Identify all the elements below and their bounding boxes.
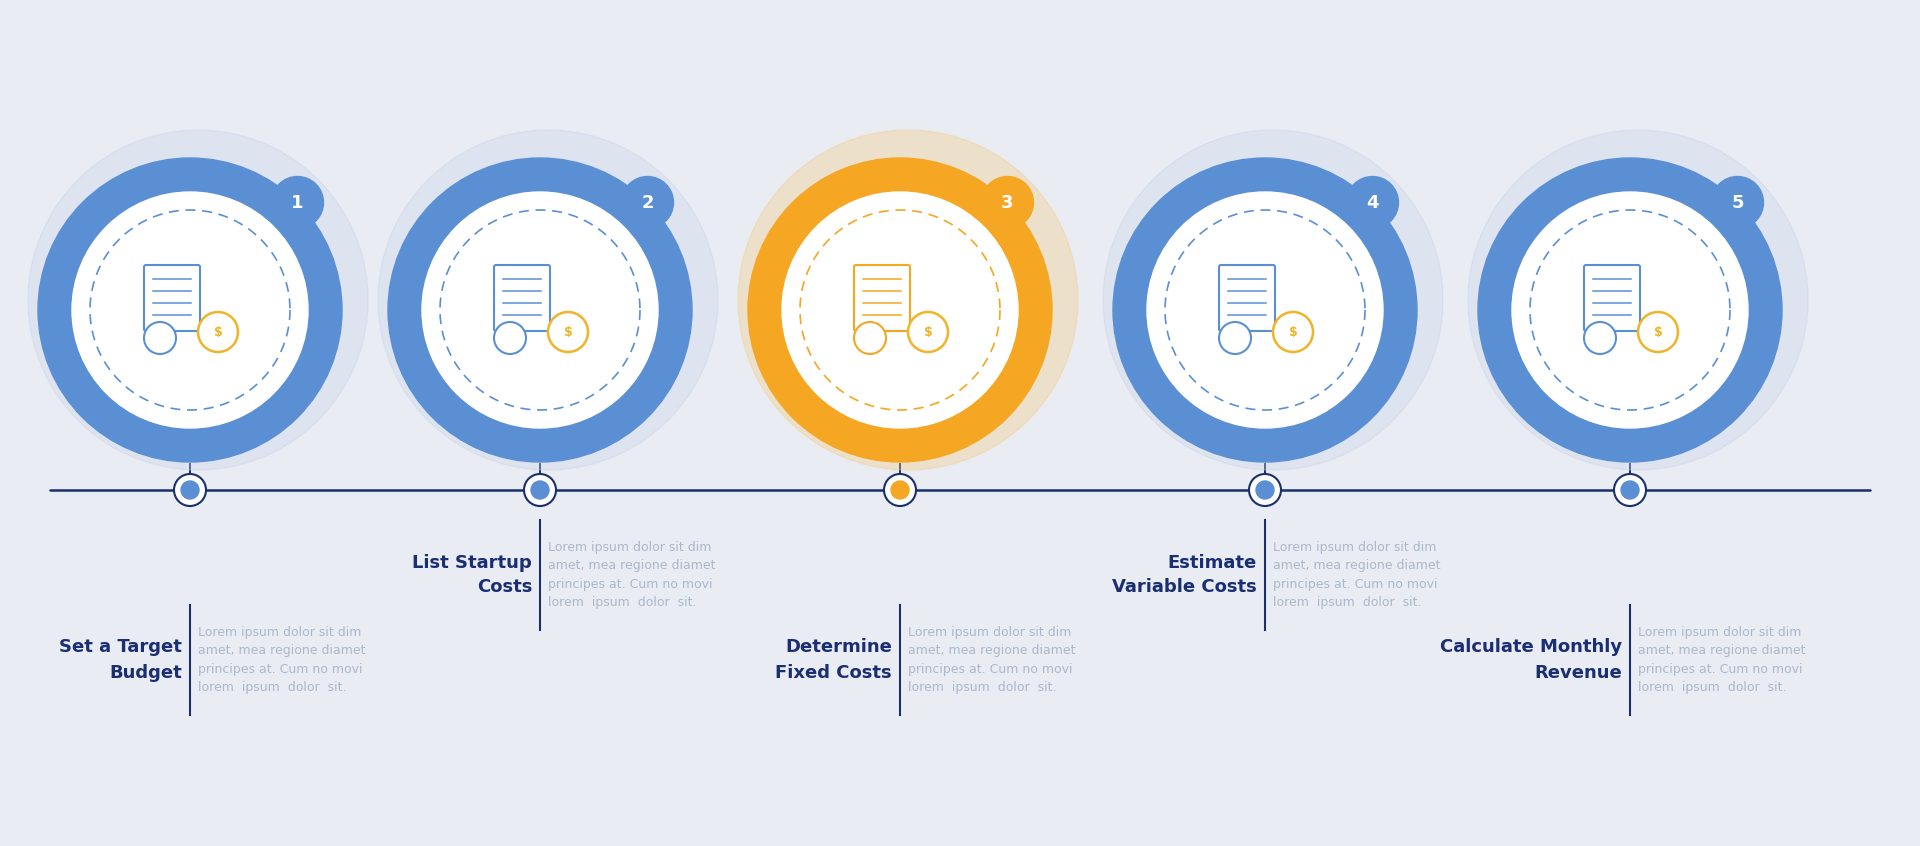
Text: 5: 5 — [1732, 194, 1743, 212]
Circle shape — [1638, 312, 1678, 352]
Circle shape — [908, 312, 948, 352]
Circle shape — [1273, 312, 1313, 352]
Circle shape — [1219, 322, 1252, 354]
Circle shape — [1256, 481, 1275, 499]
Circle shape — [1584, 322, 1617, 354]
Text: Calculate Monthly
Revenue: Calculate Monthly Revenue — [1440, 639, 1622, 682]
Text: $: $ — [1653, 326, 1663, 338]
Circle shape — [378, 130, 718, 470]
Text: $: $ — [213, 326, 223, 338]
Circle shape — [1146, 192, 1382, 428]
Circle shape — [622, 177, 674, 228]
Circle shape — [73, 192, 307, 428]
Text: List Startup
Costs: List Startup Costs — [413, 553, 532, 596]
Circle shape — [198, 312, 238, 352]
Circle shape — [271, 177, 323, 228]
Circle shape — [532, 481, 549, 499]
Text: 3: 3 — [1000, 194, 1014, 212]
Circle shape — [1346, 177, 1398, 228]
Text: Set a Target
Budget: Set a Target Budget — [60, 639, 182, 682]
Text: $: $ — [1288, 326, 1298, 338]
Circle shape — [891, 481, 908, 499]
Text: 2: 2 — [641, 194, 653, 212]
Circle shape — [1615, 474, 1645, 506]
Circle shape — [1250, 474, 1281, 506]
Text: Lorem ipsum dolor sit dim
amet, mea regione diamet
principes at. Cum no movi
lor: Lorem ipsum dolor sit dim amet, mea regi… — [198, 626, 365, 695]
Text: Determine
Fixed Costs: Determine Fixed Costs — [776, 639, 893, 682]
FancyBboxPatch shape — [493, 265, 549, 331]
Circle shape — [38, 158, 342, 462]
Circle shape — [493, 322, 526, 354]
Circle shape — [1469, 130, 1809, 470]
Circle shape — [1114, 158, 1417, 462]
Text: Lorem ipsum dolor sit dim
amet, mea regione diamet
principes at. Cum no movi
lor: Lorem ipsum dolor sit dim amet, mea regi… — [908, 626, 1075, 695]
Text: Lorem ipsum dolor sit dim
amet, mea regione diamet
principes at. Cum no movi
lor: Lorem ipsum dolor sit dim amet, mea regi… — [1638, 626, 1805, 695]
Circle shape — [1711, 177, 1763, 228]
Text: 4: 4 — [1367, 194, 1379, 212]
FancyBboxPatch shape — [1584, 265, 1640, 331]
Circle shape — [1102, 130, 1444, 470]
Circle shape — [422, 192, 659, 428]
Circle shape — [883, 474, 916, 506]
Circle shape — [737, 130, 1077, 470]
Text: Estimate
Variable Costs: Estimate Variable Costs — [1112, 553, 1258, 596]
Text: 1: 1 — [292, 194, 303, 212]
Circle shape — [981, 177, 1033, 228]
Text: Lorem ipsum dolor sit dim
amet, mea regione diamet
principes at. Cum no movi
lor: Lorem ipsum dolor sit dim amet, mea regi… — [547, 541, 716, 609]
Text: $: $ — [924, 326, 933, 338]
FancyBboxPatch shape — [144, 265, 200, 331]
Text: $: $ — [564, 326, 572, 338]
Circle shape — [388, 158, 691, 462]
Circle shape — [781, 192, 1018, 428]
Circle shape — [547, 312, 588, 352]
Text: Lorem ipsum dolor sit dim
amet, mea regione diamet
principes at. Cum no movi
lor: Lorem ipsum dolor sit dim amet, mea regi… — [1273, 541, 1440, 609]
Circle shape — [29, 130, 369, 470]
Circle shape — [749, 158, 1052, 462]
Circle shape — [180, 481, 200, 499]
Circle shape — [1620, 481, 1640, 499]
Circle shape — [144, 322, 177, 354]
FancyBboxPatch shape — [854, 265, 910, 331]
Circle shape — [524, 474, 557, 506]
Circle shape — [1478, 158, 1782, 462]
FancyBboxPatch shape — [1219, 265, 1275, 331]
Circle shape — [854, 322, 885, 354]
Circle shape — [1513, 192, 1747, 428]
Circle shape — [175, 474, 205, 506]
